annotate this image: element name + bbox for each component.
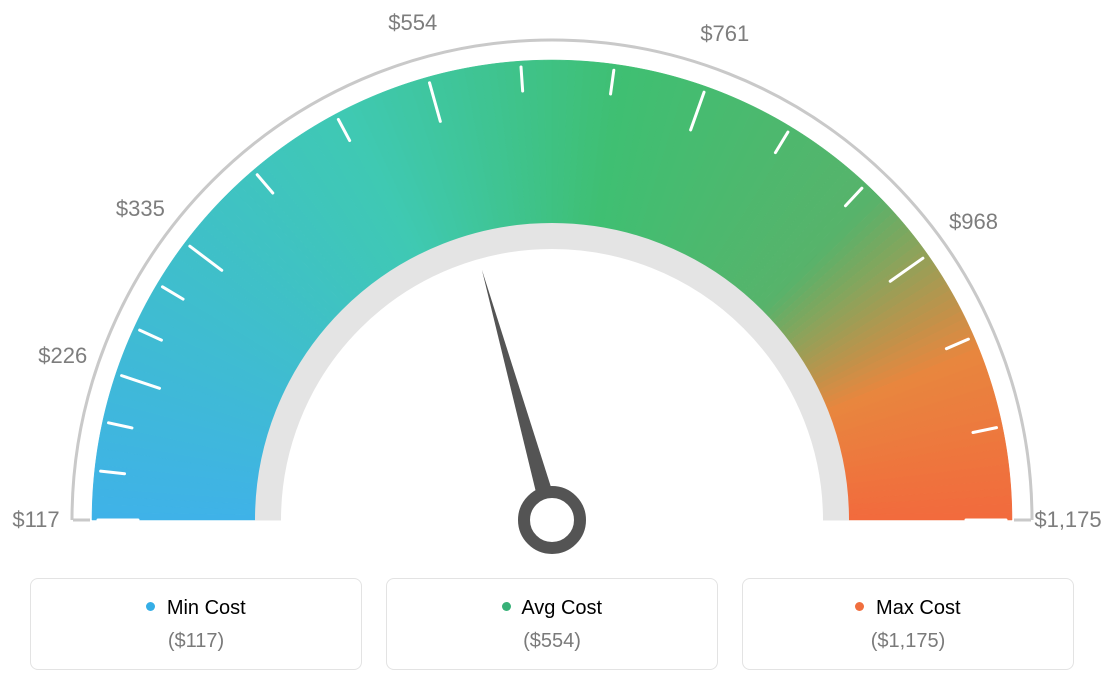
dot-icon — [502, 602, 511, 611]
legend-title-text: Min Cost — [167, 597, 246, 619]
legend-value-min: ($117) — [41, 630, 351, 653]
legend-title-text: Avg Cost — [521, 597, 602, 619]
gauge-tick-label: $226 — [38, 343, 87, 369]
gauge-arc — [92, 60, 1012, 520]
legend-title-min: Min Cost — [41, 597, 351, 620]
legend-title-text: Max Cost — [876, 597, 960, 619]
legend-row: Min Cost ($117) Avg Cost ($554) Max Cost… — [30, 578, 1074, 670]
gauge-svg — [0, 0, 1104, 560]
gauge-hub — [524, 492, 580, 548]
gauge-tick-label: $554 — [388, 10, 437, 36]
gauge-tick-label: $968 — [949, 209, 998, 235]
dot-icon — [146, 602, 155, 611]
legend-value-avg: ($554) — [397, 630, 707, 653]
cost-gauge-chart: $117 $226 $335 $554 $761 $968 $1,175 Min Cost … — [0, 0, 1104, 690]
legend-card-max: Max Cost ($1,175) — [742, 578, 1074, 670]
legend-title-max: Max Cost — [753, 597, 1063, 620]
gauge-tick-label: $335 — [116, 196, 165, 222]
legend-title-avg: Avg Cost — [397, 597, 707, 620]
gauge-tick-label: $761 — [700, 21, 749, 47]
legend-value-max: ($1,175) — [753, 630, 1063, 653]
gauge-tick-label: $117 — [12, 507, 59, 533]
gauge-area: $117 $226 $335 $554 $761 $968 $1,175 — [0, 0, 1104, 560]
legend-card-min: Min Cost ($117) — [30, 578, 362, 670]
dot-icon — [855, 602, 864, 611]
gauge-tick-label: $1,175 — [1034, 507, 1101, 533]
gauge-needle — [482, 270, 561, 523]
legend-card-avg: Avg Cost ($554) — [386, 578, 718, 670]
